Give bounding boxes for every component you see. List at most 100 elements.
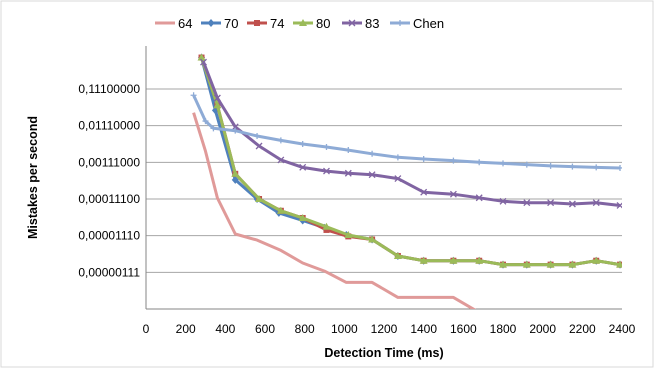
plus-marker — [523, 161, 530, 168]
triangle-marker — [546, 260, 555, 268]
series-layer — [190, 53, 622, 309]
x-marker — [255, 142, 263, 150]
legend-label: 64 — [178, 16, 192, 31]
x-tick-label: 1000 — [331, 322, 358, 336]
legend-item: 64 — [155, 16, 192, 31]
x-marker — [299, 163, 307, 171]
legend-item: Chen — [390, 16, 444, 31]
series-chen — [190, 92, 622, 171]
y-tick-label: 0,00111000 — [78, 155, 140, 169]
x-marker — [616, 201, 622, 209]
legend-item: 70 — [201, 16, 238, 31]
x-marker — [547, 199, 555, 207]
x-marker — [568, 200, 576, 208]
legend-label: 80 — [316, 16, 330, 31]
square-marker — [323, 226, 330, 233]
y-tick-labels: 0,11100000 0,01110000 0,00111000 0,00011100… — [78, 82, 140, 279]
plus-marker — [476, 159, 483, 166]
y-tick-label: 0,00000111 — [78, 265, 140, 279]
x-tick-label: 2200 — [569, 322, 596, 336]
plus-marker — [202, 118, 209, 125]
x-marker — [420, 188, 428, 196]
x-axis-title: Detection Time (ms) — [324, 346, 443, 360]
plus-marker — [277, 137, 284, 144]
x-marker — [592, 199, 600, 207]
diamond-marker — [207, 19, 215, 27]
plus-marker — [420, 155, 427, 162]
plus-marker — [450, 157, 457, 164]
triangle-marker — [522, 260, 531, 268]
series-line — [192, 94, 621, 170]
square-marker — [254, 20, 260, 26]
x-tick-label: 0 — [143, 322, 150, 336]
plus-marker — [397, 20, 403, 26]
triangle-marker — [592, 256, 601, 264]
plus-marker — [593, 164, 600, 171]
x-marker — [475, 194, 483, 202]
triangle-marker — [231, 169, 240, 177]
y-tick-label: 0,11100000 — [78, 82, 140, 96]
triangle-marker — [255, 195, 264, 202]
triangle-marker — [568, 260, 577, 268]
x-marker — [213, 94, 221, 102]
legend: 64 70 74 80 83 Chen — [155, 16, 444, 31]
gridlines — [146, 88, 622, 273]
plus-marker — [210, 125, 217, 132]
x-tick-label: 1600 — [450, 322, 477, 336]
x-marker — [368, 171, 376, 179]
legend-label: 83 — [365, 16, 379, 31]
legend-item: 80 — [293, 16, 330, 31]
x-marker — [277, 156, 285, 164]
legend-item: 83 — [342, 16, 379, 31]
plus-marker — [254, 133, 261, 140]
x-tick-label: 400 — [215, 322, 235, 336]
x-marker — [499, 197, 507, 205]
x-marker — [200, 58, 207, 66]
legend-item: 74 — [247, 16, 284, 31]
triangle-marker — [475, 256, 484, 264]
plus-marker — [617, 164, 622, 171]
plus-marker — [190, 92, 197, 99]
plus-marker — [299, 141, 306, 148]
x-tick-label: 800 — [295, 322, 315, 336]
y-tick-label: 0,01110000 — [78, 119, 140, 133]
x-tick-label: 1200 — [371, 322, 398, 336]
y-axis-title: Mistakes per second — [26, 116, 40, 239]
triangle-marker — [213, 101, 222, 109]
triangle-marker — [449, 256, 458, 264]
triangle-marker — [298, 213, 307, 221]
series-80 — [197, 53, 622, 268]
triangle-marker — [197, 53, 206, 61]
x-marker — [394, 175, 402, 183]
plus-marker — [323, 144, 330, 151]
x-tick-label: 1800 — [490, 322, 517, 336]
plus-marker — [345, 147, 352, 154]
plus-marker — [394, 154, 401, 161]
x-tick-label: 1400 — [410, 322, 437, 336]
x-tick-label: 600 — [255, 322, 275, 336]
x-marker — [323, 167, 330, 175]
plus-marker — [500, 160, 506, 167]
y-tick-label: 0,00001110 — [78, 229, 140, 243]
x-marker — [344, 169, 352, 177]
x-tick-label: 200 — [176, 322, 196, 336]
plus-marker — [569, 163, 576, 170]
triangle-marker — [419, 256, 428, 264]
plus-marker — [547, 162, 554, 169]
triangle-marker — [299, 19, 307, 26]
triangle-marker — [616, 260, 622, 268]
legend-label: 74 — [270, 16, 284, 31]
series-64 — [192, 112, 477, 309]
x-tick-label: 2400 — [609, 322, 636, 336]
triangle-marker — [344, 230, 353, 238]
triangle-marker — [393, 251, 402, 259]
triangle-marker — [368, 235, 377, 243]
triangle-marker — [322, 222, 331, 230]
legend-label: 70 — [224, 16, 238, 31]
triangle-marker — [276, 206, 285, 214]
diamond-marker — [231, 175, 239, 184]
x-marker — [523, 199, 531, 207]
x-marker — [231, 123, 239, 131]
legend-label: Chen — [413, 16, 444, 31]
